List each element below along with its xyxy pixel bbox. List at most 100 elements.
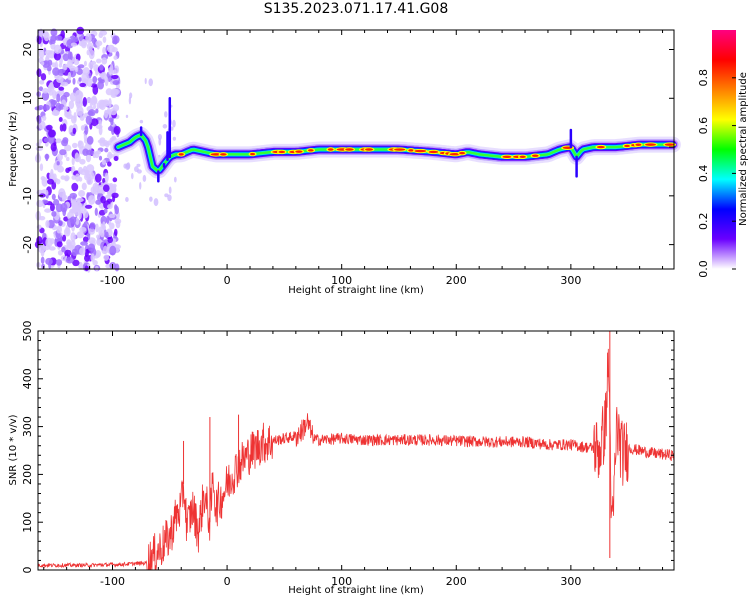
noise-blob	[89, 222, 96, 230]
noise-blob	[38, 215, 46, 221]
noise-blob	[79, 158, 86, 165]
noise-blob	[76, 26, 85, 35]
noise-blob	[69, 216, 77, 224]
snr-line	[37, 348, 675, 571]
snr-x-tick-label: 200	[446, 575, 467, 588]
noise-blob	[94, 173, 102, 183]
noise-blob	[87, 110, 94, 116]
ridge-hotspot	[624, 144, 630, 148]
noise-blob	[67, 71, 72, 81]
snr-border	[37, 330, 675, 571]
noise-blob	[36, 199, 44, 208]
noise-blob	[65, 256, 74, 264]
noise-blob	[52, 90, 57, 100]
noise-blob	[102, 36, 107, 43]
noise-blob	[41, 263, 46, 269]
ridge-hotspot	[519, 155, 526, 159]
noise-blob	[116, 84, 120, 89]
spectrogram-x-tick-label: 200	[446, 274, 467, 287]
noise-blob	[51, 211, 57, 217]
noise-blob	[105, 194, 111, 199]
noise-blob	[125, 114, 129, 118]
noise-blob	[78, 190, 86, 197]
noise-blob	[96, 58, 102, 64]
noise-blob	[79, 82, 87, 88]
spectrogram-y-tick-label: 20	[21, 43, 34, 57]
noise-blob	[53, 177, 59, 182]
noise-blob	[139, 119, 144, 124]
noise-blob	[104, 172, 109, 183]
noise-blob	[148, 78, 153, 87]
noise-blob	[70, 42, 78, 47]
noise-blob	[58, 220, 63, 226]
noise-blob	[82, 97, 87, 107]
noise-blob	[55, 138, 62, 144]
ridge-band	[110, 97, 681, 183]
noise-blob	[142, 174, 147, 182]
noise-blob	[53, 52, 61, 61]
ridge-hotspot	[220, 153, 227, 156]
noise-blob	[92, 260, 98, 266]
noise-blob	[81, 182, 87, 191]
noise-blob	[61, 139, 69, 147]
noise-blob	[40, 73, 47, 81]
noise-blob	[45, 237, 53, 248]
snr-y-tick-label: 500	[21, 321, 34, 342]
noise-blob	[113, 55, 118, 60]
snr-y-tick-label: 0	[21, 567, 34, 574]
snr-y-tick-label: 300	[21, 416, 34, 437]
noise-blob	[100, 229, 105, 238]
noise-blob	[115, 220, 121, 229]
noise-blob	[36, 68, 42, 77]
noise-blob	[56, 75, 64, 84]
noise-blob	[66, 241, 72, 250]
noise-blob	[95, 108, 99, 114]
noise-blob	[77, 140, 82, 147]
colorbar-tick-label: 0.2	[697, 212, 710, 230]
snr-x-tick-label: 0	[224, 575, 231, 588]
ridge-hotspot	[210, 153, 222, 156]
noise-blob	[62, 53, 70, 62]
snr-y-tick-label: 100	[21, 512, 34, 533]
noise-blob	[98, 79, 106, 84]
noise-blob	[45, 220, 50, 228]
noise-blob	[100, 196, 106, 204]
noise-blob	[73, 111, 77, 122]
noise-blob	[71, 157, 75, 166]
noise-blob	[92, 104, 97, 110]
snr-y-tick-label: 400	[21, 368, 34, 389]
noise-blob	[51, 109, 60, 116]
noise-blob	[173, 176, 177, 183]
noise-blob	[70, 232, 76, 242]
noise-blob	[123, 163, 128, 169]
noise-blob	[60, 202, 68, 213]
noise-blob	[86, 135, 94, 145]
noise-blob	[84, 254, 90, 262]
noise-blob	[71, 202, 77, 208]
noise-blob	[92, 76, 98, 84]
noise-blob	[56, 165, 65, 173]
ridge-hotspot	[394, 148, 406, 151]
noise-blob	[90, 253, 95, 262]
noise-blob	[51, 62, 57, 68]
ridge-hotspot	[502, 155, 512, 159]
noise-blob	[36, 91, 41, 97]
noise-blob	[56, 241, 63, 248]
ridge-hotspot	[459, 151, 466, 155]
noise-blob	[84, 265, 89, 272]
colorbar-tick-label: 0.4	[697, 165, 710, 183]
noise-blob	[54, 35, 63, 41]
spectrogram-x-axis-label: Height of straight line (km)	[288, 285, 424, 296]
snr-y-ticks: 0 100 200 300 400 500	[21, 321, 674, 574]
noise-blob	[39, 227, 45, 234]
noise-blob	[103, 208, 108, 214]
noise-blob	[103, 109, 109, 119]
noise-blob	[58, 69, 66, 74]
snr-x-tick-label: 100	[331, 575, 352, 588]
noise-blob	[78, 176, 83, 182]
noise-blob	[48, 129, 56, 138]
noise-blob	[50, 169, 54, 177]
noise-blob	[136, 163, 141, 168]
noise-blob	[95, 249, 102, 258]
noise-blob	[139, 181, 142, 190]
